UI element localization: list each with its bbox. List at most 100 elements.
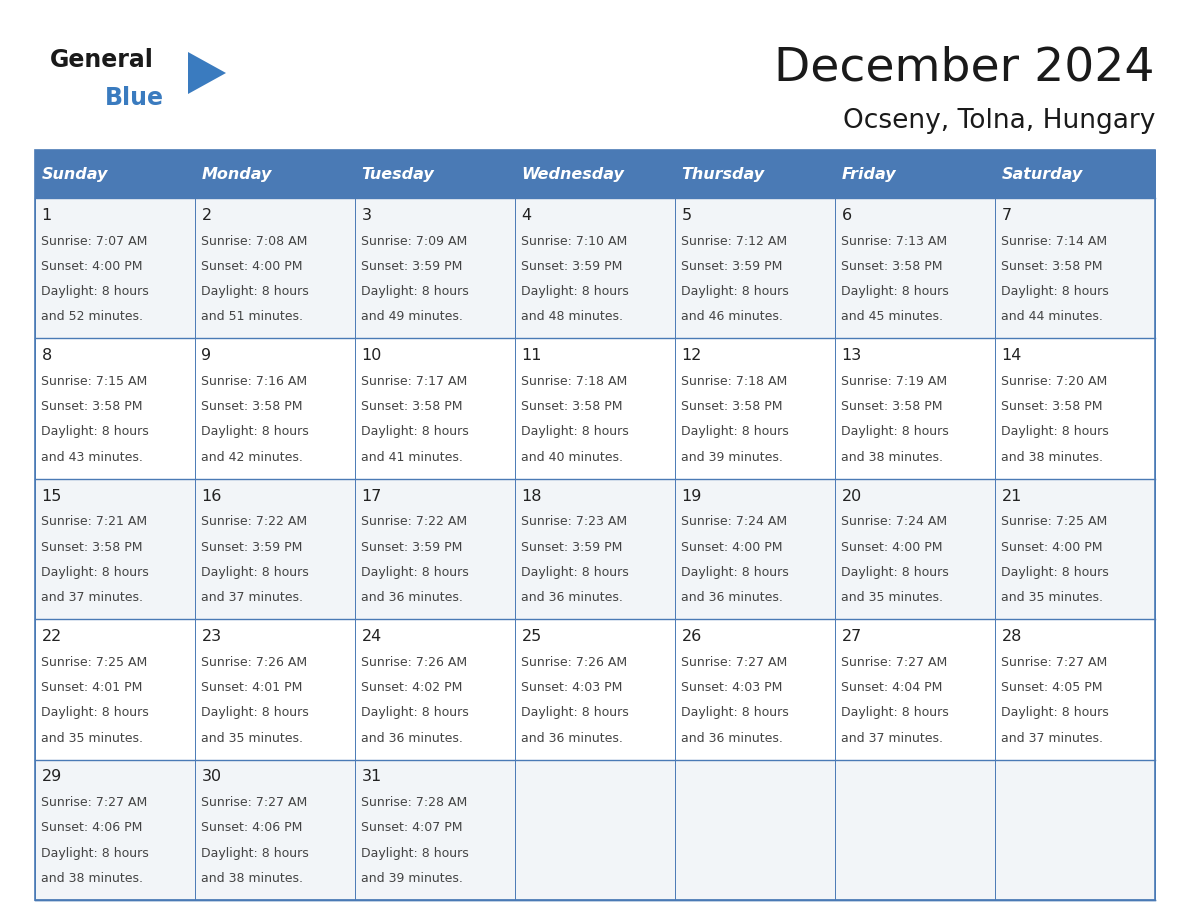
Text: and 43 minutes.: and 43 minutes. <box>42 451 144 464</box>
Bar <box>34 759 1155 900</box>
Text: 29: 29 <box>42 769 62 784</box>
Text: 16: 16 <box>202 488 222 504</box>
Text: 14: 14 <box>1001 348 1022 364</box>
Text: Sunrise: 7:22 AM: Sunrise: 7:22 AM <box>361 515 468 528</box>
Text: December 2024: December 2024 <box>775 46 1155 91</box>
Text: Daylight: 8 hours: Daylight: 8 hours <box>522 425 630 439</box>
Bar <box>34 198 1155 339</box>
Text: Sunrise: 7:21 AM: Sunrise: 7:21 AM <box>42 515 147 528</box>
Text: and 35 minutes.: and 35 minutes. <box>1001 591 1104 604</box>
Text: Sunrise: 7:25 AM: Sunrise: 7:25 AM <box>42 655 147 668</box>
Text: 6: 6 <box>841 207 852 223</box>
Text: 21: 21 <box>1001 488 1022 504</box>
Text: Daylight: 8 hours: Daylight: 8 hours <box>361 285 469 298</box>
Text: 15: 15 <box>42 488 62 504</box>
Bar <box>835 150 996 198</box>
Text: Sunset: 3:59 PM: Sunset: 3:59 PM <box>361 541 463 554</box>
Text: and 45 minutes.: and 45 minutes. <box>841 310 943 323</box>
Text: Sunset: 4:01 PM: Sunset: 4:01 PM <box>202 681 303 694</box>
Text: and 38 minutes.: and 38 minutes. <box>1001 451 1104 464</box>
Text: Daylight: 8 hours: Daylight: 8 hours <box>1001 565 1110 579</box>
Text: Sunrise: 7:16 AM: Sunrise: 7:16 AM <box>202 375 308 388</box>
Text: Daylight: 8 hours: Daylight: 8 hours <box>682 565 789 579</box>
Bar <box>996 150 1155 198</box>
Text: Sunrise: 7:13 AM: Sunrise: 7:13 AM <box>841 234 948 248</box>
Text: and 42 minutes.: and 42 minutes. <box>202 451 303 464</box>
Text: Sunset: 4:01 PM: Sunset: 4:01 PM <box>42 681 143 694</box>
Text: Sunrise: 7:26 AM: Sunrise: 7:26 AM <box>522 655 627 668</box>
Text: Sunrise: 7:15 AM: Sunrise: 7:15 AM <box>42 375 147 388</box>
Text: Daylight: 8 hours: Daylight: 8 hours <box>1001 425 1110 439</box>
Text: Sunset: 4:04 PM: Sunset: 4:04 PM <box>841 681 943 694</box>
Text: 25: 25 <box>522 629 542 644</box>
Bar <box>34 339 1155 479</box>
Text: Sunrise: 7:27 AM: Sunrise: 7:27 AM <box>202 796 308 809</box>
Text: Sunset: 4:03 PM: Sunset: 4:03 PM <box>522 681 623 694</box>
Text: 23: 23 <box>202 629 221 644</box>
Text: Sunset: 4:02 PM: Sunset: 4:02 PM <box>361 681 463 694</box>
Text: 31: 31 <box>361 769 381 784</box>
Text: Daylight: 8 hours: Daylight: 8 hours <box>202 706 309 719</box>
Text: 3: 3 <box>361 207 372 223</box>
Text: 26: 26 <box>682 629 702 644</box>
Text: Sunset: 4:00 PM: Sunset: 4:00 PM <box>1001 541 1102 554</box>
Text: Saturday: Saturday <box>1001 166 1082 182</box>
Bar <box>34 620 1155 759</box>
Text: Daylight: 8 hours: Daylight: 8 hours <box>361 565 469 579</box>
Text: 9: 9 <box>202 348 211 364</box>
Text: Sunrise: 7:18 AM: Sunrise: 7:18 AM <box>522 375 627 388</box>
Text: Sunrise: 7:20 AM: Sunrise: 7:20 AM <box>1001 375 1107 388</box>
Text: Daylight: 8 hours: Daylight: 8 hours <box>841 285 949 298</box>
Text: Sunset: 4:06 PM: Sunset: 4:06 PM <box>42 822 143 834</box>
Text: Sunset: 3:58 PM: Sunset: 3:58 PM <box>522 400 623 413</box>
Bar <box>34 150 1155 900</box>
Text: Sunrise: 7:07 AM: Sunrise: 7:07 AM <box>42 234 147 248</box>
Text: 12: 12 <box>682 348 702 364</box>
Text: Daylight: 8 hours: Daylight: 8 hours <box>202 565 309 579</box>
Text: Sunset: 3:58 PM: Sunset: 3:58 PM <box>682 400 783 413</box>
Text: and 48 minutes.: and 48 minutes. <box>522 310 624 323</box>
Text: Daylight: 8 hours: Daylight: 8 hours <box>42 565 150 579</box>
Text: Sunrise: 7:24 AM: Sunrise: 7:24 AM <box>682 515 788 528</box>
Text: 8: 8 <box>42 348 51 364</box>
Text: Sunset: 4:00 PM: Sunset: 4:00 PM <box>682 541 783 554</box>
Text: and 51 minutes.: and 51 minutes. <box>202 310 303 323</box>
Text: Sunrise: 7:27 AM: Sunrise: 7:27 AM <box>42 796 147 809</box>
Text: Daylight: 8 hours: Daylight: 8 hours <box>42 425 150 439</box>
Text: Sunset: 3:58 PM: Sunset: 3:58 PM <box>841 260 943 273</box>
Text: Daylight: 8 hours: Daylight: 8 hours <box>841 706 949 719</box>
Text: and 36 minutes.: and 36 minutes. <box>522 732 624 744</box>
Bar <box>34 479 1155 620</box>
Text: Wednesday: Wednesday <box>522 166 624 182</box>
Text: and 37 minutes.: and 37 minutes. <box>42 591 144 604</box>
Text: Sunset: 3:58 PM: Sunset: 3:58 PM <box>1001 260 1102 273</box>
Text: 7: 7 <box>1001 207 1011 223</box>
Text: Daylight: 8 hours: Daylight: 8 hours <box>361 846 469 859</box>
Polygon shape <box>188 52 226 94</box>
Text: Sunrise: 7:14 AM: Sunrise: 7:14 AM <box>1001 234 1107 248</box>
Bar <box>355 150 516 198</box>
Text: Daylight: 8 hours: Daylight: 8 hours <box>522 565 630 579</box>
Text: Sunset: 3:58 PM: Sunset: 3:58 PM <box>42 400 143 413</box>
Text: 27: 27 <box>841 629 861 644</box>
Text: Sunday: Sunday <box>42 166 108 182</box>
Text: Sunrise: 7:26 AM: Sunrise: 7:26 AM <box>202 655 308 668</box>
Text: and 37 minutes.: and 37 minutes. <box>202 591 303 604</box>
Text: Sunset: 4:00 PM: Sunset: 4:00 PM <box>42 260 143 273</box>
Text: Daylight: 8 hours: Daylight: 8 hours <box>202 846 309 859</box>
Text: and 36 minutes.: and 36 minutes. <box>522 591 624 604</box>
Text: 1: 1 <box>42 207 51 223</box>
Text: 22: 22 <box>42 629 62 644</box>
Text: 24: 24 <box>361 629 381 644</box>
Text: and 39 minutes.: and 39 minutes. <box>361 872 463 885</box>
Text: Sunrise: 7:19 AM: Sunrise: 7:19 AM <box>841 375 948 388</box>
Text: Sunrise: 7:08 AM: Sunrise: 7:08 AM <box>202 234 308 248</box>
Bar <box>195 150 355 198</box>
Text: 2: 2 <box>202 207 211 223</box>
Text: Sunset: 4:07 PM: Sunset: 4:07 PM <box>361 822 463 834</box>
Text: Daylight: 8 hours: Daylight: 8 hours <box>202 425 309 439</box>
Text: Sunrise: 7:17 AM: Sunrise: 7:17 AM <box>361 375 468 388</box>
Text: and 49 minutes.: and 49 minutes. <box>361 310 463 323</box>
Text: Daylight: 8 hours: Daylight: 8 hours <box>202 285 309 298</box>
Text: Monday: Monday <box>202 166 272 182</box>
